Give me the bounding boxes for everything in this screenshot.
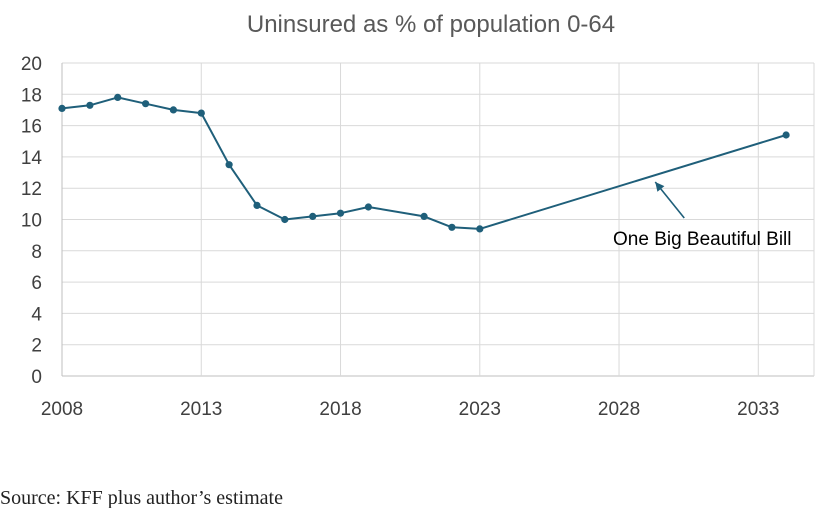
data-point bbox=[169, 106, 177, 114]
data-point bbox=[420, 212, 428, 220]
x-tick-label: 2033 bbox=[737, 399, 779, 420]
series-line bbox=[61, 96, 787, 230]
y-tick-label: 20 bbox=[21, 54, 42, 75]
series-layer bbox=[58, 93, 790, 233]
data-point bbox=[281, 215, 289, 224]
x-tick-label: 2028 bbox=[598, 399, 640, 420]
data-point bbox=[364, 203, 372, 211]
annotation-arrow-head bbox=[655, 181, 665, 192]
y-tick-label: 18 bbox=[21, 85, 42, 106]
y-tick-label: 14 bbox=[21, 148, 43, 169]
x-tick-label: 2023 bbox=[459, 399, 501, 420]
y-tick-label: 2 bbox=[31, 336, 42, 357]
data-point bbox=[309, 212, 317, 220]
data-point bbox=[225, 161, 233, 169]
x-tick-label: 2008 bbox=[41, 399, 83, 420]
data-point bbox=[253, 201, 261, 209]
data-point bbox=[58, 104, 66, 112]
x-tick-label: 2013 bbox=[180, 399, 222, 420]
data-point bbox=[336, 209, 345, 217]
tick-labels: 0 2 4 6 8 10 12 14 16 18 20 2008 2013 2018 2023 2028 203… bbox=[21, 54, 780, 420]
annotation: One Big Beautiful Bill bbox=[613, 181, 792, 250]
y-tick-label: 16 bbox=[21, 117, 42, 138]
y-tick-label: 10 bbox=[21, 211, 42, 232]
y-tick-label: 8 bbox=[31, 242, 42, 263]
data-point bbox=[782, 131, 790, 139]
y-tick-label: 12 bbox=[21, 179, 42, 200]
gridlines bbox=[61, 62, 814, 377]
data-point bbox=[142, 100, 150, 108]
data-point bbox=[476, 225, 484, 233]
data-point bbox=[448, 223, 456, 231]
data-point bbox=[197, 109, 205, 117]
annotation-label: One Big Beautiful Bill bbox=[613, 229, 792, 250]
y-tick-label: 6 bbox=[31, 273, 42, 294]
y-tick-label: 0 bbox=[31, 367, 42, 388]
data-point bbox=[86, 101, 94, 109]
y-tick-label: 4 bbox=[31, 304, 42, 325]
data-point bbox=[114, 93, 122, 101]
source-note: Source: KFF plus author’s estimate bbox=[0, 487, 283, 508]
chart-title: Uninsured as % of population 0-64 bbox=[247, 11, 615, 38]
x-tick-label: 2018 bbox=[319, 399, 361, 420]
